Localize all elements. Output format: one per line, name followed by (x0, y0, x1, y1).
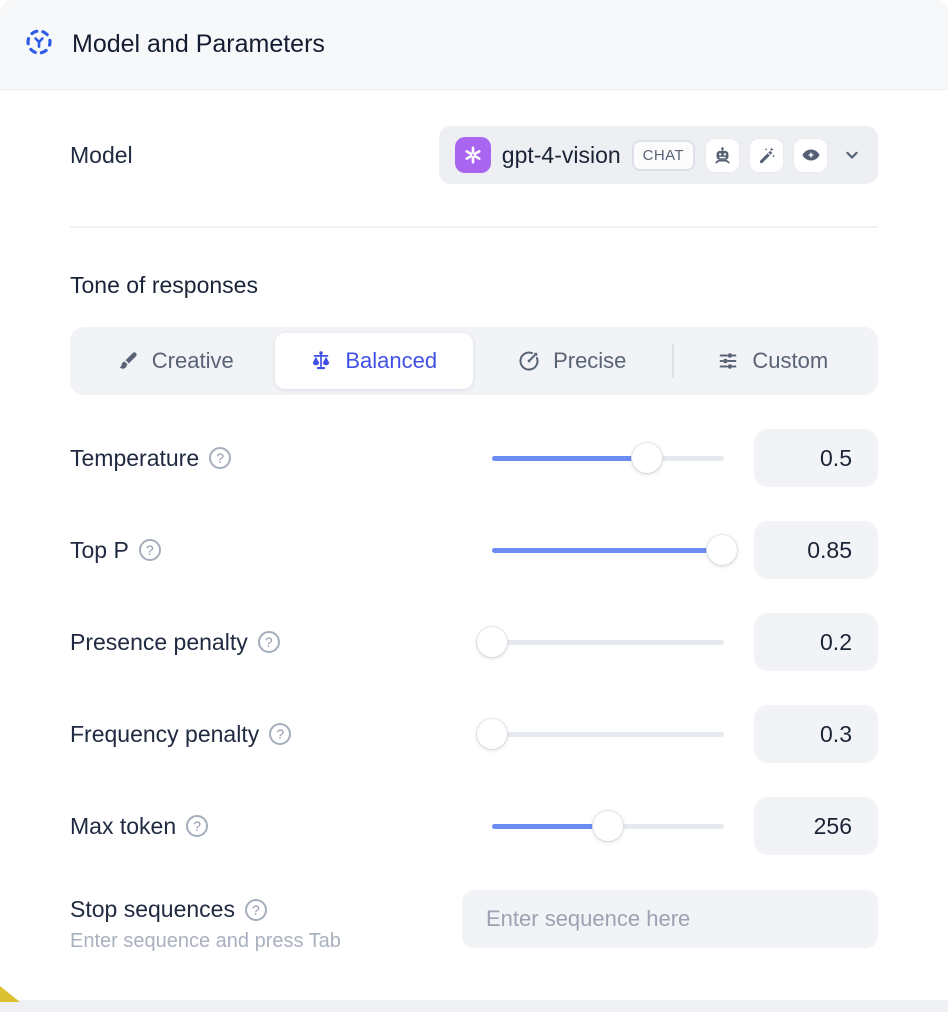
page-background-strip (0, 1000, 948, 1012)
segment-divider (671, 344, 674, 378)
panel-header: Model and Parameters (0, 0, 948, 90)
parameter-label: Temperature (70, 444, 200, 471)
stop-sequences-hint: Enter sequence and press Tab (70, 930, 341, 952)
parameter-label: Top P (70, 536, 129, 563)
chat-type-badge: CHAT (631, 139, 695, 171)
parameter-value[interactable]: 256 (754, 797, 878, 855)
slider-fill (492, 547, 722, 553)
tone-option-label: Balanced (345, 348, 438, 373)
slider-thumb[interactable] (706, 535, 737, 565)
panel-title: Model and Parameters (72, 30, 325, 58)
slider-thumb[interactable] (477, 627, 507, 657)
robot-icon (706, 138, 739, 172)
stop-sequences-label: Stop sequences (70, 896, 235, 922)
model-label: Model (70, 141, 133, 168)
parameter-row: Temperature ? 0.5 (70, 429, 878, 487)
vision-eye-icon (794, 138, 827, 172)
stop-sequence-input[interactable] (462, 890, 878, 948)
parameter-label: Max token (70, 812, 177, 839)
openai-logo-icon (454, 137, 491, 173)
model-icon (24, 27, 54, 62)
sliders-icon (717, 350, 739, 372)
parameter-row: Presence penalty ? 0.2 (70, 613, 878, 671)
target-icon (518, 350, 540, 372)
paintbrush-icon (117, 350, 139, 372)
help-icon[interactable]: ? (138, 539, 161, 561)
parameter-row: Frequency penalty ? 0.3 (70, 705, 878, 763)
parameter-value[interactable]: 0.2 (754, 613, 878, 671)
parameter-slider[interactable] (492, 811, 724, 841)
chevron-down-icon (842, 145, 862, 165)
tone-option-custom[interactable]: Custom (674, 333, 873, 389)
tone-option-label: Custom (752, 348, 829, 373)
slider-track[interactable] (492, 731, 724, 737)
help-icon[interactable]: ? (186, 815, 209, 837)
tone-segmented-control: Creative Balanced Precise Custom (70, 327, 878, 395)
parameter-value[interactable]: 0.5 (754, 429, 878, 487)
balance-scale-icon (310, 350, 332, 372)
slider-track[interactable] (492, 547, 724, 553)
parameter-value[interactable]: 0.85 (754, 521, 878, 579)
tone-option-label: Creative (151, 348, 234, 373)
parameter-value[interactable]: 0.3 (754, 705, 878, 763)
slider-fill (492, 455, 648, 461)
help-icon[interactable]: ? (269, 723, 292, 745)
parameter-slider[interactable] (492, 535, 737, 565)
slider-fill (492, 823, 608, 829)
parameter-rows: Temperature ? 0.5 Top P ? 0.85 Presence … (70, 429, 878, 855)
slider-track[interactable] (492, 639, 724, 645)
help-icon[interactable]: ? (209, 447, 232, 469)
selected-model-name: gpt-4-vision (501, 141, 621, 168)
slider-thumb[interactable] (477, 719, 507, 749)
parameter-slider[interactable] (492, 443, 724, 473)
parameter-row: Top P ? 0.85 (70, 521, 878, 579)
tone-option-creative[interactable]: Creative (76, 333, 275, 389)
magic-wand-icon (750, 138, 783, 172)
slider-track[interactable] (492, 455, 724, 461)
stop-sequences-row: Stop sequences ? Enter sequence and pres… (70, 890, 878, 953)
parameter-slider[interactable] (477, 627, 724, 657)
slider-thumb[interactable] (632, 443, 663, 473)
help-icon[interactable]: ? (244, 898, 267, 921)
tone-option-precise[interactable]: Precise (473, 333, 672, 389)
model-select-dropdown[interactable]: gpt-4-vision CHAT (438, 126, 878, 184)
slider-thumb[interactable] (593, 811, 623, 841)
tone-heading: Tone of responses (70, 272, 258, 298)
tone-option-label: Precise (553, 348, 627, 373)
tone-option-balanced[interactable]: Balanced (274, 333, 473, 389)
section-divider (70, 226, 878, 228)
model-row: Model gpt-4-vision CH (70, 126, 878, 184)
parameter-label: Presence penalty (70, 628, 248, 655)
parameter-row: Max token ? 256 (70, 797, 878, 855)
parameter-label: Frequency penalty (70, 720, 260, 747)
help-icon[interactable]: ? (257, 631, 280, 653)
parameter-slider[interactable] (477, 719, 724, 749)
